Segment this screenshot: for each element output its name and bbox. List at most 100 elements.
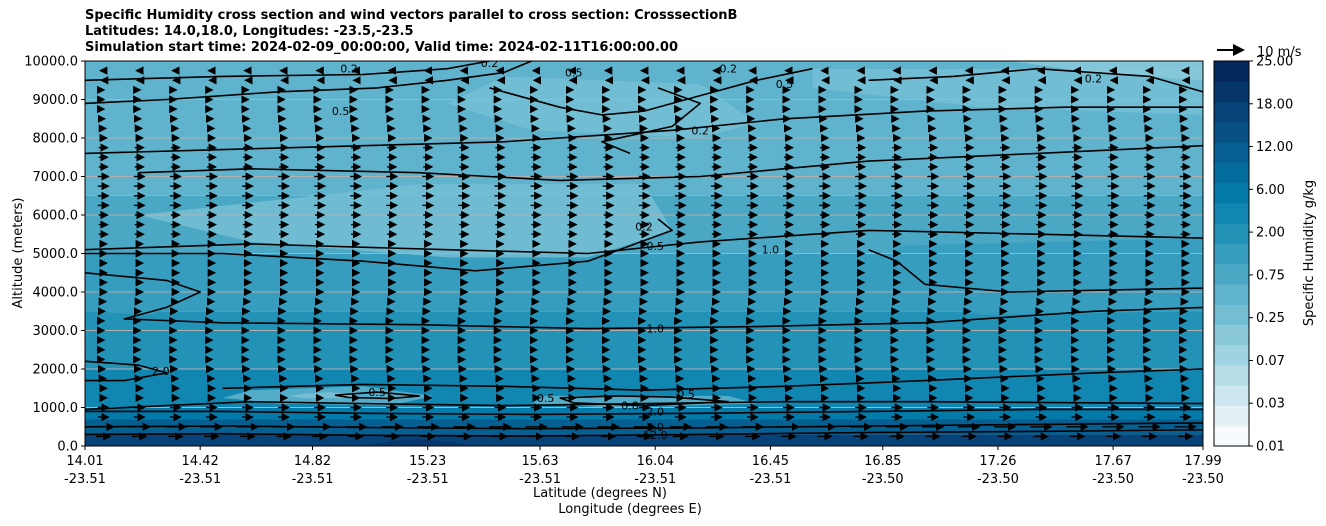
colorbar-swatch bbox=[1214, 202, 1249, 224]
contour-line-12 bbox=[222, 368, 1203, 392]
contour-label-11: 1.0 bbox=[646, 323, 664, 336]
contour-label-19: 12.0 bbox=[643, 429, 668, 442]
y-tick-label: 8000.0 bbox=[33, 132, 79, 147]
chart-title: Specific Humidity cross section and wind… bbox=[85, 8, 737, 56]
contour-line-17 bbox=[334, 391, 421, 400]
colorbar-swatch bbox=[1214, 344, 1249, 366]
x-tick-label-lon: -23.51 bbox=[634, 472, 676, 487]
humidity-patch-dry-ring bbox=[222, 386, 434, 406]
x-axis: 14.01 -23.51 14.42 -23.51 14.82 -23.51 15.23 -2… bbox=[64, 446, 1224, 487]
colorbar-tick-label: 0.03 bbox=[1256, 397, 1285, 412]
chart-title-line-2: Latitudes: 14.0,18.0, Longitudes: -23.5,… bbox=[85, 24, 414, 39]
colorbar-swatch bbox=[1214, 364, 1249, 386]
contour-label-10: 1.0 bbox=[762, 244, 780, 257]
y-tick-label: 4000.0 bbox=[33, 286, 79, 301]
x-tick-label-lon: -23.50 bbox=[862, 472, 904, 487]
y-tick-label: 0.0 bbox=[57, 440, 78, 455]
colorbar-tick-label: 0.01 bbox=[1256, 440, 1285, 455]
x-axis-label-latitude: Latitude (degrees N) bbox=[533, 486, 667, 501]
colorbar-tick-label: 18.00 bbox=[1256, 97, 1293, 112]
x-tick-label-lat: 15.23 bbox=[409, 454, 446, 469]
x-axis-label-longitude: Longitude (degrees E) bbox=[558, 502, 702, 517]
y-axis-label: Altitude (meters) bbox=[11, 198, 26, 309]
colorbar-swatch bbox=[1214, 101, 1249, 123]
x-tick-label-lat: 16.04 bbox=[637, 454, 674, 469]
humidity-patch-dry-upper-right bbox=[812, 68, 1203, 115]
colorbar-swatch bbox=[1214, 162, 1249, 184]
colorbar-swatch bbox=[1214, 385, 1249, 406]
wind-vectors bbox=[92, 66, 1197, 441]
x-tick-label-lon: -23.51 bbox=[407, 472, 449, 487]
colorbar: 0.01 0.03 0.07 0.25 0.75 2.00 6.00 12.00 18.00 25… bbox=[1213, 55, 1293, 455]
colorbar-swatch bbox=[1214, 243, 1249, 265]
x-tick-label-lat: 14.82 bbox=[294, 454, 331, 469]
x-tick-label-lat: 17.99 bbox=[1184, 454, 1221, 469]
contour-label-18: 8.0 bbox=[646, 421, 664, 434]
colorbar-swatch bbox=[1214, 121, 1249, 143]
contour-label-1: 0.2 bbox=[481, 57, 499, 70]
x-tick-label-lat: 15.63 bbox=[521, 454, 558, 469]
colorbar-tick-label: 25.00 bbox=[1256, 55, 1293, 70]
x-tick-label-lat: 14.01 bbox=[66, 454, 103, 469]
x-tick-label-lon: -23.50 bbox=[1182, 472, 1224, 487]
chart-title-line-3: Simulation start time: 2024-02-09_00:00:… bbox=[85, 40, 678, 55]
colorbar-tick-label: 2.00 bbox=[1256, 226, 1285, 241]
contour-label-12: 2.0 bbox=[152, 365, 170, 378]
y-tick-label: 10000.0 bbox=[24, 55, 78, 70]
contour-label-9: 0.5 bbox=[646, 240, 664, 253]
colorbar-swatch bbox=[1214, 142, 1249, 163]
chart-title-line-1: Specific Humidity cross section and wind… bbox=[85, 8, 738, 23]
colorbar-swatch bbox=[1214, 283, 1249, 305]
colorbar-swatch bbox=[1214, 324, 1249, 346]
x-tick-label-lon: -23.51 bbox=[64, 472, 106, 487]
y-tick-label: 6000.0 bbox=[33, 209, 79, 224]
x-tick-label-lon: -23.50 bbox=[977, 472, 1019, 487]
quiver-key: 10 m/s bbox=[1217, 44, 1302, 60]
y-tick-label: 1000.0 bbox=[33, 401, 79, 416]
contour-label-15: 0.5 bbox=[537, 392, 555, 405]
colorbar-label: Specific Humidity g/kg bbox=[1302, 180, 1317, 326]
contour-label-13: 0.5 bbox=[368, 386, 386, 399]
x-tick-label-lon: -23.51 bbox=[179, 472, 221, 487]
x-tick-label-lat: 17.67 bbox=[1095, 454, 1132, 469]
colorbar-swatch bbox=[1214, 81, 1249, 103]
x-tick-label-lat: 16.45 bbox=[752, 454, 789, 469]
colorbar-tick-label: 0.25 bbox=[1256, 311, 1285, 326]
y-axis: 0.0 1000.0 2000.0 3000.0 4000.0 5000.0 6000.0 7… bbox=[24, 55, 85, 455]
humidity-patch-dry-top-right bbox=[1009, 61, 1203, 81]
colorbar-tick-label: 12.00 bbox=[1256, 140, 1293, 155]
colorbar-tick-label: 6.00 bbox=[1256, 183, 1285, 198]
colorbar-tick-label: 0.07 bbox=[1256, 354, 1285, 369]
colorbar-swatch bbox=[1214, 182, 1249, 204]
colorbar-frame bbox=[1213, 60, 1250, 447]
x-tick-label-lat: 17.26 bbox=[979, 454, 1016, 469]
y-tick-label: 9000.0 bbox=[33, 93, 79, 108]
contour-label-6: 0.5 bbox=[332, 105, 350, 118]
contour-line-5 bbox=[85, 106, 1203, 155]
y-tick-label: 3000.0 bbox=[33, 324, 79, 339]
contour-label-7: 0.2 bbox=[691, 124, 709, 137]
contour-label-3: 0.2 bbox=[720, 63, 738, 76]
colorbar-swatch bbox=[1214, 263, 1249, 285]
contour-label-17: 0.8 bbox=[621, 400, 639, 413]
y-tick-label: 2000.0 bbox=[33, 363, 79, 378]
x-tick-label-lon: -23.51 bbox=[292, 472, 334, 487]
x-tick-label-lat: 14.42 bbox=[182, 454, 219, 469]
colorbar-swatch bbox=[1214, 61, 1249, 82]
colorbar-swatch bbox=[1214, 425, 1249, 447]
y-tick-label: 7000.0 bbox=[33, 170, 79, 185]
y-tick-label: 5000.0 bbox=[33, 247, 79, 262]
quiver-key-label: 10 m/s bbox=[1257, 45, 1302, 60]
contour-line-7 bbox=[85, 218, 673, 272]
contour-line-11 bbox=[85, 360, 168, 382]
colorbar-swatch bbox=[1214, 304, 1249, 325]
colorbar-swatch bbox=[1214, 405, 1249, 427]
x-tick-label-lon: -23.50 bbox=[1092, 472, 1134, 487]
contour-label-2: 0.5 bbox=[565, 67, 583, 80]
contour-line-18 bbox=[559, 395, 730, 407]
colorbar-swatch bbox=[1214, 223, 1249, 244]
x-tick-label-lat: 16.85 bbox=[864, 454, 901, 469]
contour-labels: 0.2 0.2 0.5 0.2 0.5 0.2 0.5 0.2 0.2 0.5 1.0 1.0 2.0 0… bbox=[152, 57, 1102, 442]
humidity-patch-moist-mid-right bbox=[868, 238, 1203, 316]
